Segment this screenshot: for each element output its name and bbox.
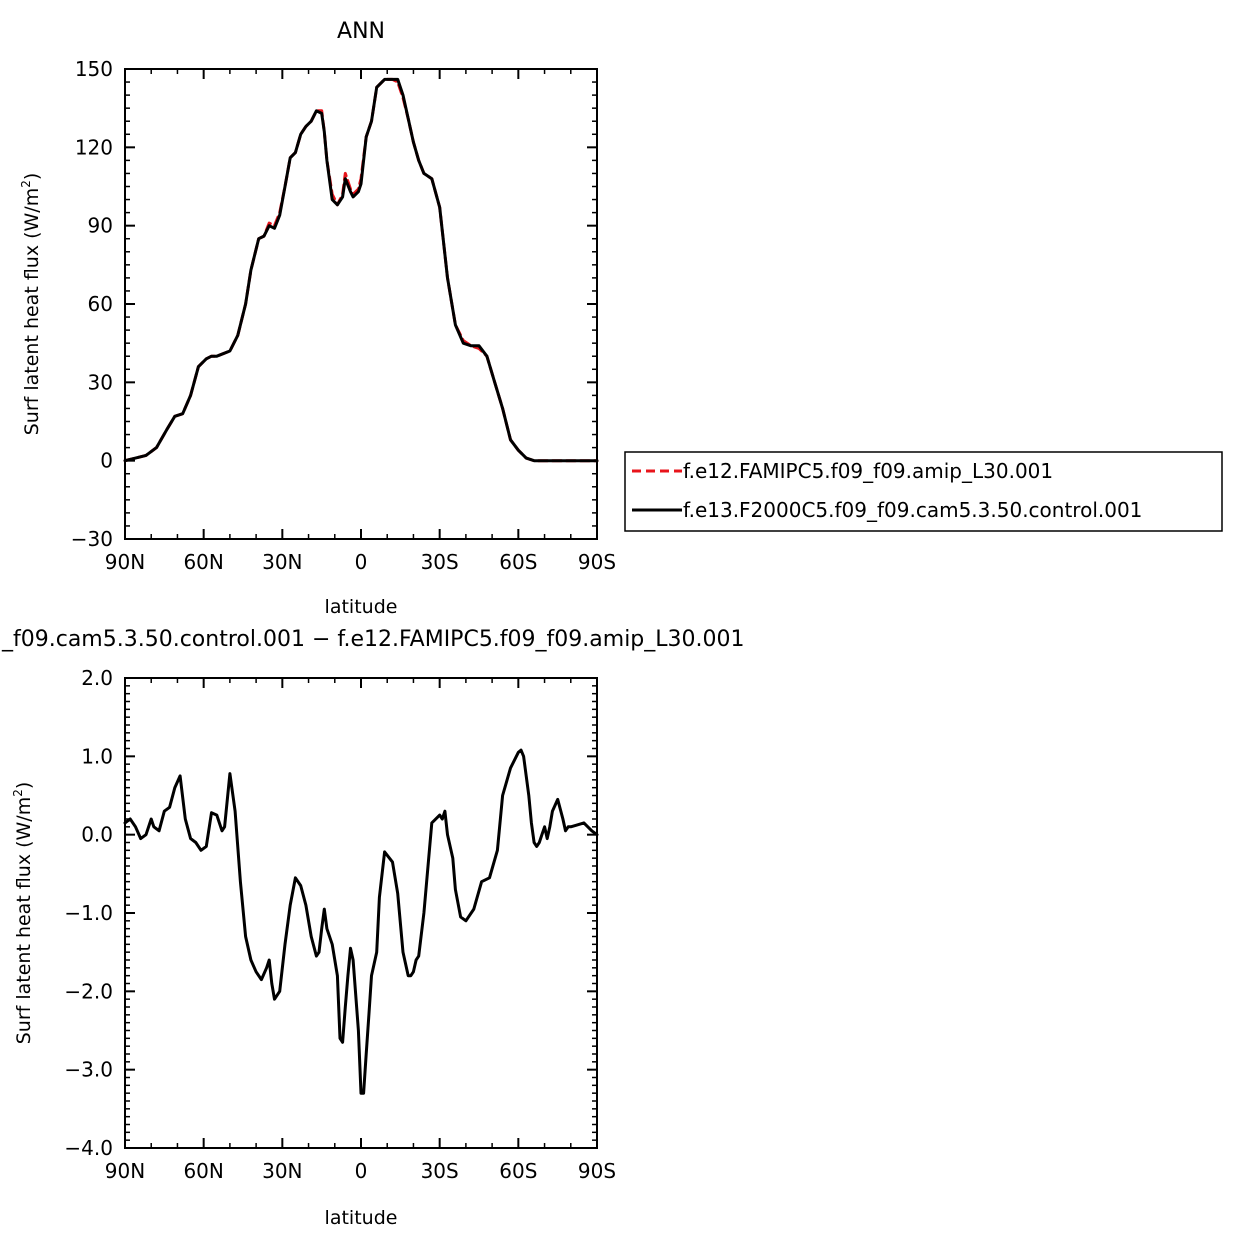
panel0-y-tick-label: 90 (88, 214, 113, 238)
panel0-y-tick-label: 150 (75, 57, 113, 81)
bottom-plot-y-axis-label: Surf latent heat flux (W/m2) (11, 782, 35, 1045)
panel1-x-tick-label: 90N (105, 1159, 145, 1183)
top-plot-x-tick-labels: 90N 60N 30N 0 30S 60S 90S (105, 550, 616, 574)
panel0-x-tick-label: 30N (262, 550, 302, 574)
bottom-plot-y-tick-labels: −4.0 −3.0 −2.0 −1.0 0.0 1.0 2.0 (64, 666, 113, 1160)
panel0-y-tick-label: 0 (100, 449, 113, 473)
panel1-x-tick-label: 60N (183, 1159, 223, 1183)
panel0-series-line-1 (123, 77, 599, 463)
panel0-x-tick-label: 30S (421, 550, 459, 574)
bottom-plot-ticks (124, 677, 598, 1149)
top-plot-x-axis-label: latitude (325, 596, 398, 618)
panel1-y-tick-label: −1.0 (64, 901, 113, 925)
panel0-series-line-0 (123, 77, 599, 463)
top-plot-y-tick-labels: −30 0 30 60 90 120 150 (71, 57, 113, 551)
top-plot-series-group (123, 77, 599, 463)
panel1-y-tick-label: 2.0 (81, 666, 113, 690)
panel1-y-tick-label: 1.0 (81, 744, 113, 768)
panel0-y-tick-label: 30 (88, 370, 113, 394)
panel1-y-tick-label: −4.0 (64, 1136, 113, 1160)
panel1-y-tick-label: 0.0 (81, 823, 113, 847)
bottom-plot-title: _f09.cam5.3.50.control.001 − f.e12.FAMIP… (1, 627, 745, 652)
top-plot-panel: ANN −30 0 30 60 90 120 150 90N 60N 30N 0 30S 60S 90S… (19, 19, 616, 618)
legend: f.e12.FAMIPC5.f09_f09.amip_L30.001 f.e13… (624, 451, 1223, 532)
legend-label-control: f.e13.F2000C5.f09_f09.cam5.3.50.control.… (683, 498, 1142, 522)
panel0-y-tick-label: 60 (88, 292, 113, 316)
panel0-y-tick-label: −30 (71, 527, 113, 551)
legend-box (624, 451, 1223, 532)
panel0-x-tick-label: 0 (355, 550, 368, 574)
top-plot-frame (124, 68, 598, 540)
top-plot-ticks (124, 68, 598, 540)
panel1-y-tick-label: −3.0 (64, 1058, 113, 1082)
panel1-x-tick-label: 0 (355, 1159, 368, 1183)
panel1-x-tick-label: 30N (262, 1159, 302, 1183)
legend-label-amip: f.e12.FAMIPC5.f09_f09.amip_L30.001 (683, 459, 1053, 483)
bottom-plot-x-axis-label: latitude (325, 1207, 398, 1229)
panel0-y-tick-label: 120 (75, 135, 113, 159)
panel0-x-tick-label: 90S (578, 550, 616, 574)
bottom-plot-series-group (123, 748, 599, 1095)
top-plot-title: ANN (337, 19, 385, 44)
panel1-x-tick-label: 60S (499, 1159, 537, 1183)
top-plot-y-axis-label: Surf latent heat flux (W/m2) (19, 173, 43, 436)
panel0-x-tick-label: 90N (105, 550, 145, 574)
panel0-x-tick-label: 60N (183, 550, 223, 574)
panel1-series-line-0 (123, 748, 599, 1095)
panel0-x-tick-label: 60S (499, 550, 537, 574)
bottom-plot-panel: _f09.cam5.3.50.control.001 − f.e12.FAMIP… (1, 627, 745, 1229)
panel1-x-tick-label: 30S (421, 1159, 459, 1183)
bottom-plot-x-tick-labels: 90N 60N 30N 0 30S 60S 90S (105, 1159, 616, 1183)
panel1-x-tick-label: 90S (578, 1159, 616, 1183)
panel1-y-tick-label: −2.0 (64, 979, 113, 1003)
